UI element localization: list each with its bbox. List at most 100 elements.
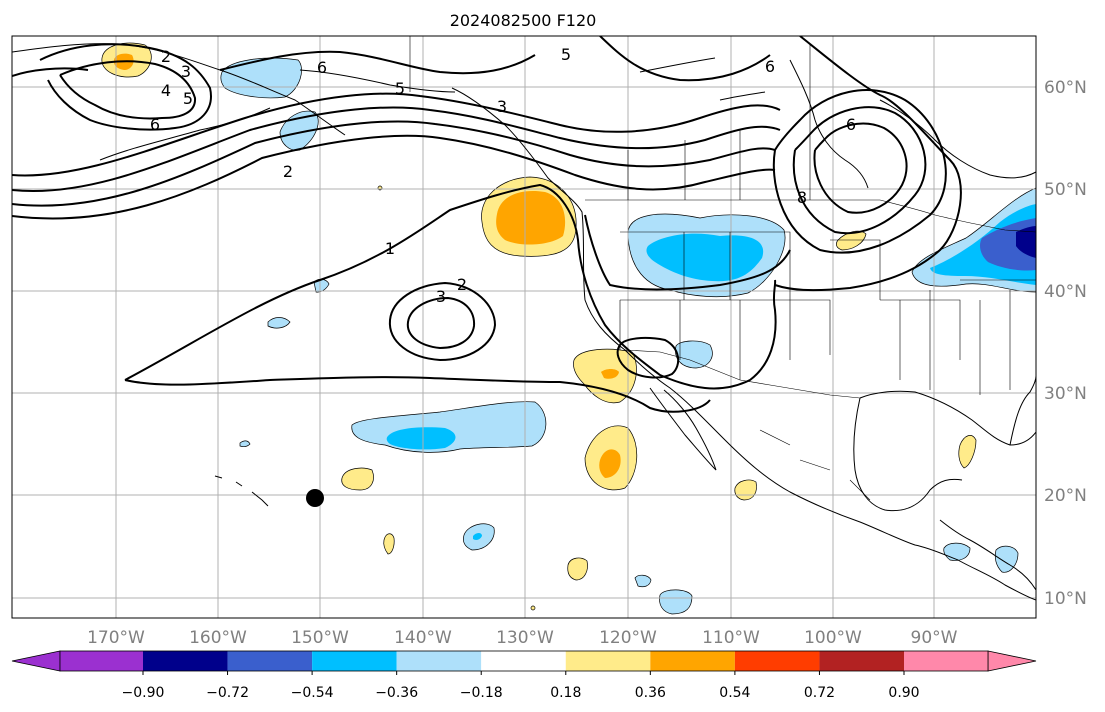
contour-labels: 2 3 4 5 6 6 5 5 3 6 6 8 2 1 2 3: [150, 45, 856, 306]
lon-label: 90°W: [911, 628, 958, 648]
colorbar-tick-label: 0.90: [888, 685, 919, 701]
contour-bering-small: [12, 67, 89, 77]
colorbar-tick-label: −0.18: [460, 685, 503, 701]
skyblue-core-western-us: [646, 233, 764, 282]
colorbar-tick-label: −0.72: [206, 685, 249, 701]
contour-label: 3: [436, 287, 446, 306]
colorbar-bin: [904, 651, 988, 671]
positive-anomaly-dot-2: [530, 605, 536, 611]
contour-north-upper: [219, 36, 962, 292]
lon-label: 110°W: [702, 628, 760, 648]
colorbar-bin: [396, 651, 482, 671]
colorbar-bin: [60, 651, 143, 671]
colorbar-bin: [565, 651, 651, 671]
colorbar-tick-label: −0.36: [375, 685, 418, 701]
lat-axis-labels: 60°N 50°N 40°N 30°N 20°N 10°N: [1044, 78, 1087, 609]
colorbar-bin: [734, 651, 820, 671]
contour-label: 4: [161, 81, 171, 100]
mexico-state-borders: [759, 429, 871, 501]
negative-anomaly-gulf-alaska: [220, 57, 302, 99]
contour-label: 6: [846, 115, 856, 134]
height-contours: [12, 36, 962, 413]
colorbar-bin: [819, 651, 904, 671]
positive-anomaly-small-6: [836, 230, 867, 251]
coast-western-north-america: [451, 87, 1036, 601]
lon-label: 160°W: [189, 628, 247, 648]
colorbar-tick-label: 0.54: [719, 685, 750, 701]
lat-label: 20°N: [1044, 486, 1087, 506]
coast-hawaii: [214, 475, 269, 507]
contour-label: 6: [765, 57, 775, 76]
contour-label: 5: [395, 79, 405, 98]
contour-label: 2: [283, 162, 293, 181]
border-us-canada: [585, 199, 1036, 233]
lat-label: 30°N: [1044, 384, 1087, 404]
contour-loop-3: [813, 122, 908, 214]
colorbar-bins: [59, 650, 989, 672]
orange-baja: [601, 369, 619, 379]
colorbar-frame: [59, 650, 989, 672]
contour-west-us: [584, 214, 791, 291]
colorbar-bin: [650, 651, 735, 671]
negative-anomaly-small-6: [239, 440, 251, 447]
lat-label: 50°N: [1044, 180, 1087, 200]
contour-west-alaska-2: [59, 60, 197, 120]
positive-anomaly-small-5: [958, 435, 977, 469]
location-marker: [306, 489, 324, 507]
colorbar-bin: [143, 651, 228, 671]
contour-label: 2: [457, 275, 467, 294]
lat-label: 60°N: [1044, 78, 1087, 98]
contour-label: 8: [797, 188, 807, 207]
state-borders: [619, 231, 1036, 395]
lon-label: 100°W: [804, 628, 862, 648]
colorbar-extend-high: [987, 650, 1037, 672]
contour-label: 6: [317, 58, 327, 77]
negative-anomaly-arizona: [675, 340, 713, 369]
negative-anomaly-small-4: [267, 317, 291, 329]
contour-loop-2: [792, 106, 927, 235]
coastlines: [12, 43, 1036, 601]
lon-label: 120°W: [599, 628, 657, 648]
lon-label: 170°W: [87, 628, 145, 648]
plot-frame: [11, 35, 1037, 619]
orange-mexico-coast: [599, 449, 621, 478]
contour-2-inner: [388, 281, 497, 362]
contour-label: 3: [181, 62, 191, 81]
colorbar-tick-label: −0.54: [291, 685, 334, 701]
navy-great-lakes: [1016, 226, 1036, 258]
coast-gulf-mexico: [853, 390, 1036, 512]
coast-central-america: [939, 519, 1036, 591]
contour-loop-1: [772, 89, 947, 254]
colorbar-bin: [481, 651, 566, 671]
negative-anomaly-central-america-2: [994, 545, 1019, 573]
plot-area: 2 3 4 5 6 6 5 5 3 6 6 8 2 1 2 3: [12, 36, 1036, 618]
contour-label: 2: [161, 47, 171, 66]
canada-province-borders: [627, 45, 811, 200]
negative-anomaly-small-3: [634, 574, 652, 588]
coast-florida: [1009, 375, 1036, 446]
colorbar-ticks: −0.90 −0.72 −0.54 −0.36 −0.18 0.18 0.36 0.54 0.7…: [122, 671, 920, 701]
lon-label: 150°W: [291, 628, 349, 648]
negative-anomaly-small-2: [659, 589, 693, 615]
colorbar: −0.90 −0.72 −0.54 −0.36 −0.18 0.18 0.36 0.54 0.7…: [11, 650, 1037, 701]
contour-north-outer-2: [12, 106, 781, 192]
contour-label: 6: [150, 115, 160, 134]
colorbar-bin: [227, 651, 313, 671]
lon-axis-labels: 170°W 160°W 150°W 140°W 130°W 120°W 110°…: [87, 628, 958, 648]
positive-anomaly-small-1: [341, 467, 374, 491]
lon-label: 140°W: [394, 628, 452, 648]
positive-anomaly-small-4: [383, 533, 395, 555]
lat-label: 10°N: [1044, 589, 1087, 609]
border-us-mexico: [624, 349, 861, 399]
negative-anomaly-central-america-1: [943, 542, 971, 561]
lat-label: 40°N: [1044, 282, 1087, 302]
coast-baja: [649, 387, 717, 471]
positive-anomaly-small-3: [567, 557, 588, 581]
contour-label: 3: [497, 97, 507, 116]
contour-north-outer-4: [12, 134, 776, 220]
colorbar-tick-label: 0.18: [550, 685, 581, 701]
contour-west-alaska-1: [39, 43, 212, 131]
contour-contour-1: [124, 183, 777, 413]
contour-3-inner: [406, 296, 476, 350]
skyblue-central-pacific: [386, 427, 456, 450]
